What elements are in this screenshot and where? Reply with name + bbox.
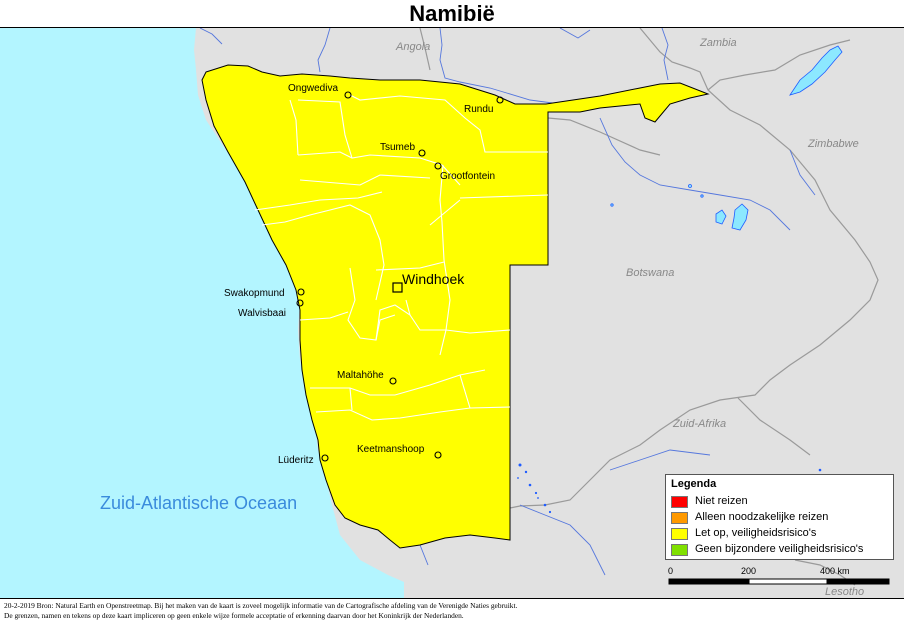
legend-swatch — [671, 512, 688, 524]
legend-label: Geen bijzondere veiligheidsrisico's — [695, 543, 864, 555]
city-marker-luderitz — [321, 454, 329, 462]
legend-label: Alleen noodzakelijke reizen — [695, 511, 829, 523]
label-angola: Angola — [395, 41, 430, 53]
label-walvisbaai: Walvisbaai — [238, 308, 286, 319]
scale-bar: 0 200 400 km — [668, 566, 892, 592]
label-tsumeb: Tsumeb — [380, 142, 415, 153]
region-borders — [254, 94, 549, 421]
title-bar: Namibië — [0, 0, 904, 28]
scale-label-zero: 0 — [668, 566, 674, 576]
label-zambia: Zambia — [699, 37, 737, 49]
scale-label-mid: 200 — [741, 566, 757, 576]
city-marker-walvisbaai — [296, 299, 304, 307]
city-marker-grootfontein — [434, 162, 442, 170]
city-marker-keetmanshoop — [434, 451, 442, 459]
legend-title: Legenda — [671, 478, 717, 490]
city-markers — [296, 91, 504, 462]
ocean-area — [0, 28, 404, 598]
label-lesotho: Lesotho — [825, 586, 864, 598]
neighbor-borders — [419, 28, 879, 586]
footer-source-line: 20-2-2019 Bron: Natural Earth en Openstr… — [4, 601, 518, 610]
label-swakopmund: Swakopmund — [224, 288, 285, 299]
legend-swatch — [671, 528, 688, 540]
label-maltahohe: Maltahöhe — [337, 370, 384, 381]
city-marker-ongwediva — [344, 91, 352, 99]
label-grootfontein: Grootfontein — [440, 171, 495, 182]
label-zuid-afrika: Zuid-Afrika — [672, 418, 726, 430]
capital-marker — [392, 282, 403, 293]
label-rundu: Rundu — [464, 104, 493, 115]
legend-swatch — [671, 496, 688, 508]
label-ocean: Zuid-Atlantische Oceaan — [100, 493, 297, 513]
footer: 20-2-2019 Bron: Natural Earth en Openstr… — [0, 598, 904, 621]
city-marker-rundu — [496, 96, 504, 104]
label-ongwediva: Ongwediva — [288, 83, 338, 94]
legend-label: Niet reizen — [695, 495, 748, 507]
scale-bar-graphic — [668, 578, 890, 585]
label-luderitz: Lüderitz — [278, 455, 314, 466]
label-botswana: Botswana — [626, 267, 674, 279]
city-marker-maltahohe — [389, 377, 397, 385]
city-marker-swakopmund — [297, 288, 305, 296]
namibia-area — [201, 64, 710, 549]
map-canvas: Angola Zambia Zimbabwe Botswana Zuid-Afr… — [0, 28, 904, 598]
legend: Legenda Niet reizen Alleen noodzakelijke… — [665, 474, 894, 560]
map-title: Namibië — [409, 1, 495, 26]
city-marker-tsumeb — [418, 149, 426, 157]
label-zimbabwe: Zimbabwe — [807, 138, 859, 150]
legend-label: Let op, veiligheidsrisico's — [695, 527, 817, 539]
scale-label-end: 400 km — [820, 566, 850, 576]
label-keetmanshoop: Keetmanshoop — [357, 444, 425, 455]
label-windhoek: Windhoek — [402, 271, 465, 287]
legend-swatch — [671, 544, 688, 556]
footer-disclaimer-line: De grenzen, namen en tekens op deze kaar… — [4, 611, 464, 620]
lakes — [610, 45, 843, 231]
